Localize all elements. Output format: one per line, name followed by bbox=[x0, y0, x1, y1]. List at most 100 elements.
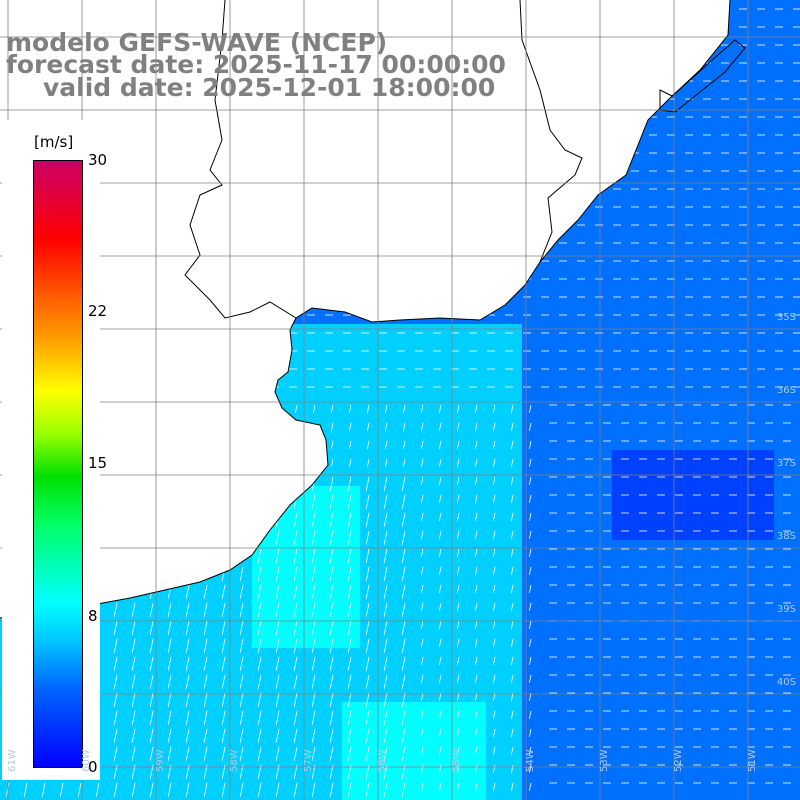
wind-arrow bbox=[385, 458, 388, 467]
field-cell bbox=[342, 378, 361, 397]
wind-arrow bbox=[239, 728, 244, 743]
wind-arrow bbox=[311, 674, 316, 689]
field-cell bbox=[756, 0, 775, 19]
wind-arrow bbox=[329, 494, 334, 509]
field-cell bbox=[234, 792, 253, 800]
wind-arrow bbox=[457, 746, 460, 755]
field-cell bbox=[594, 792, 613, 800]
wind-arrow bbox=[113, 692, 118, 707]
field-cell bbox=[738, 792, 757, 800]
field-cell bbox=[558, 342, 577, 361]
wind-arrow bbox=[293, 512, 298, 527]
field-cell bbox=[792, 486, 800, 505]
field-cell bbox=[558, 306, 577, 325]
wind-arrow bbox=[329, 746, 334, 761]
wind-arrow bbox=[421, 710, 424, 719]
wind-arrow bbox=[475, 422, 478, 431]
wind-arrow bbox=[185, 584, 190, 599]
field-cell bbox=[630, 162, 649, 181]
wind-arrow bbox=[365, 620, 370, 635]
lon-label: 53W bbox=[599, 749, 610, 772]
wind-arrow bbox=[475, 710, 478, 719]
field-cell bbox=[756, 270, 775, 289]
wind-arrow bbox=[493, 728, 496, 737]
wind-arrow bbox=[239, 674, 244, 689]
field-cell bbox=[702, 792, 721, 800]
field-cell bbox=[576, 306, 595, 325]
wind-arrow bbox=[511, 404, 514, 413]
wind-arrow bbox=[475, 512, 478, 521]
field-cell bbox=[720, 288, 739, 307]
field-cell bbox=[792, 648, 800, 667]
field-cell bbox=[774, 270, 793, 289]
wind-arrow bbox=[401, 638, 406, 653]
wind-arrow bbox=[529, 476, 532, 485]
wind-arrow bbox=[365, 746, 370, 761]
field-cell bbox=[270, 792, 289, 800]
wind-arrow bbox=[401, 566, 406, 581]
wind-arrow bbox=[383, 602, 388, 617]
field-cell bbox=[738, 180, 757, 199]
wind-arrow bbox=[401, 620, 406, 635]
wind-arrow bbox=[383, 692, 388, 707]
field-cell bbox=[702, 108, 721, 127]
wind-arrow bbox=[239, 782, 244, 797]
wind-arrow bbox=[493, 566, 496, 575]
wind-arrow bbox=[203, 602, 208, 617]
wind-arrow bbox=[529, 656, 532, 665]
field-cell bbox=[432, 378, 451, 397]
wind-arrow bbox=[529, 494, 532, 503]
field-cell bbox=[792, 594, 800, 613]
field-cell bbox=[774, 306, 793, 325]
wind-arrow bbox=[421, 746, 424, 755]
wind-arrow bbox=[511, 530, 514, 539]
wind-arrow bbox=[257, 638, 262, 653]
wind-arrow bbox=[365, 692, 370, 707]
field-cell bbox=[666, 378, 685, 397]
wind-arrow bbox=[457, 710, 460, 719]
field-cell bbox=[612, 180, 631, 199]
field-cell bbox=[522, 360, 541, 379]
wind-arrow bbox=[529, 710, 532, 719]
wind-arrow bbox=[421, 458, 424, 467]
field-cell bbox=[756, 378, 775, 397]
wind-arrow bbox=[493, 710, 496, 719]
field-cell bbox=[630, 342, 649, 361]
wind-arrow bbox=[529, 566, 532, 575]
field-cell bbox=[666, 126, 685, 145]
wind-arrow bbox=[493, 782, 496, 791]
field-cell bbox=[666, 342, 685, 361]
wind-arrow bbox=[401, 494, 406, 509]
wind-arrow bbox=[403, 422, 406, 431]
field-cell bbox=[540, 792, 559, 800]
field-cell bbox=[792, 468, 800, 487]
field-cell bbox=[666, 180, 685, 199]
wind-arrow bbox=[239, 710, 244, 725]
wind-arrow bbox=[439, 512, 442, 521]
wind-arrow bbox=[41, 782, 46, 797]
wind-arrow bbox=[167, 746, 172, 761]
wind-arrow bbox=[457, 674, 460, 683]
wind-arrow bbox=[311, 782, 316, 797]
field-cell bbox=[666, 234, 685, 253]
field-cell bbox=[684, 108, 703, 127]
field-cell bbox=[594, 216, 613, 235]
wind-arrow bbox=[203, 728, 208, 743]
wind-arrow bbox=[493, 530, 496, 539]
wind-arrow bbox=[493, 494, 496, 503]
wind-arrow bbox=[149, 656, 154, 671]
wind-arrow bbox=[295, 404, 298, 413]
wind-arrow bbox=[329, 548, 334, 563]
field-cell bbox=[378, 360, 397, 379]
field-cell bbox=[342, 342, 361, 361]
field-cell bbox=[612, 234, 631, 253]
field-cell bbox=[684, 342, 703, 361]
wind-arrow bbox=[401, 530, 406, 545]
field-cell bbox=[396, 792, 415, 800]
field-cell bbox=[36, 792, 55, 800]
wind-arrow bbox=[529, 602, 532, 611]
field-cell bbox=[594, 198, 613, 217]
wind-arrow bbox=[167, 638, 172, 653]
wind-arrow bbox=[347, 584, 352, 599]
